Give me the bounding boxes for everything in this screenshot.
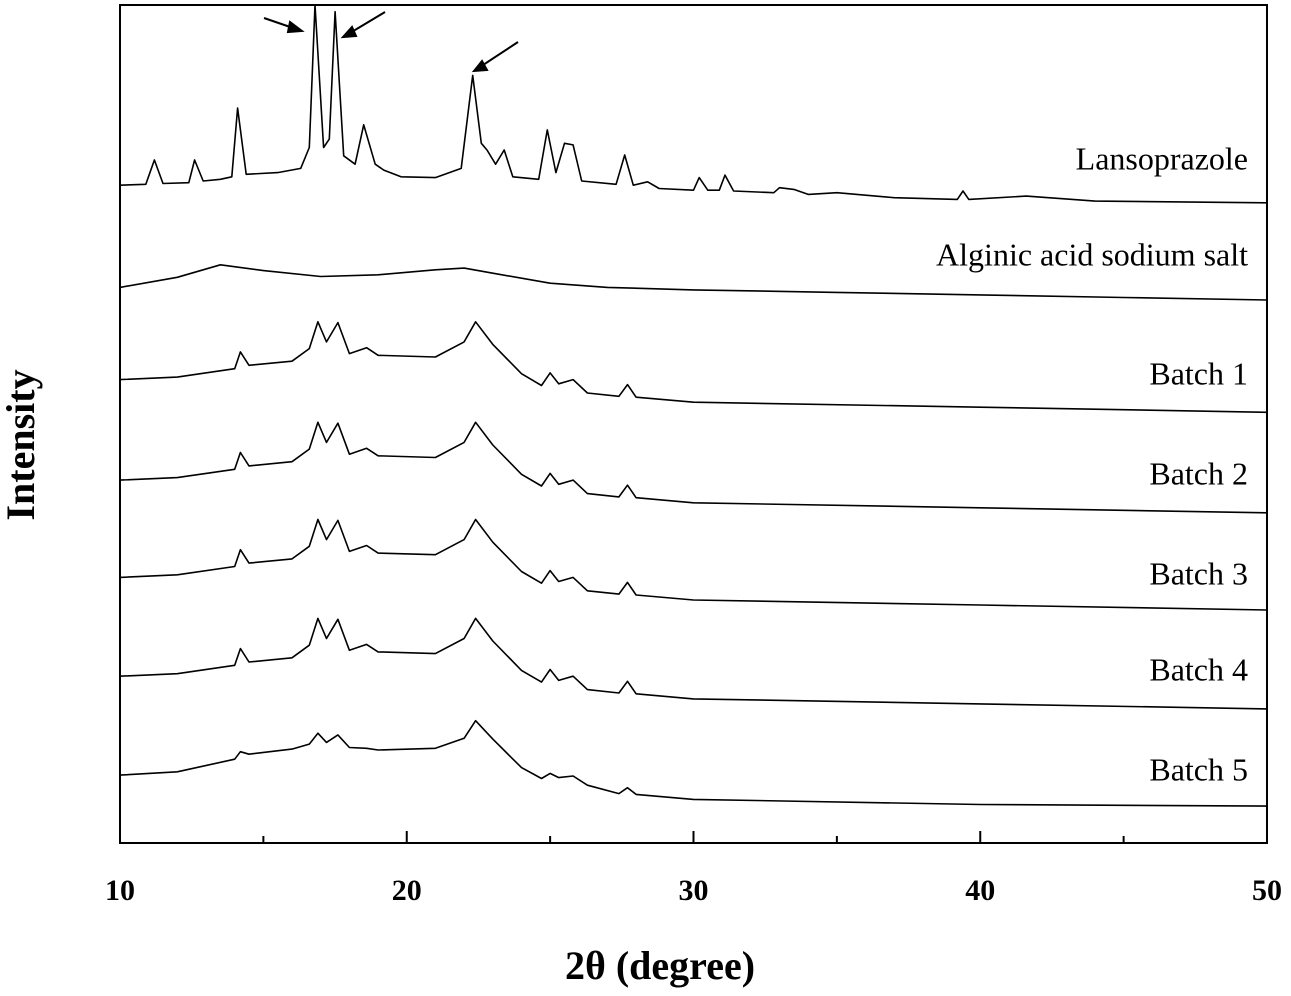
x-tick-label: 30 [679,874,709,907]
x-tick-label: 40 [965,874,995,907]
xrd-trace [119,264,1268,301]
plot-frame [119,4,1268,844]
series-label: Batch 1 [1149,355,1248,391]
x-tick-label: 10 [105,874,135,907]
series-label: Batch 5 [1149,751,1248,787]
arrows [263,11,519,73]
xrd-trace [119,518,1268,611]
series-label: Batch 4 [1149,651,1248,687]
x-axis-label: 2θ (degree) [565,943,755,988]
series-label: Batch 2 [1149,455,1248,491]
xrd-trace [119,321,1268,414]
x-tick-label: 20 [392,874,422,907]
x-tick-label: 50 [1252,874,1282,907]
xrd-trace [119,617,1268,710]
series-label: Batch 3 [1149,555,1248,591]
xrd-trace [119,719,1268,807]
series-label: Lansoprazole [1076,140,1248,176]
series-label: Alginic acid sodium salt [936,236,1248,272]
y-axis-label: Intensity [0,369,43,520]
xrd-trace [119,421,1268,514]
xrd-trace [119,4,1268,204]
